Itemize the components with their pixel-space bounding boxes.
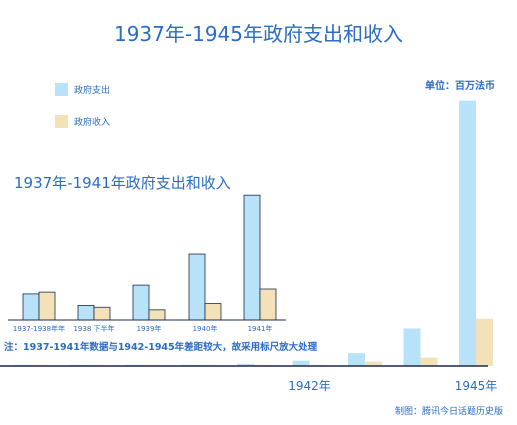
legend-item-expenditure: 政府支出 [55, 82, 110, 96]
legend-label-revenue: 政府收入 [74, 117, 111, 128]
inset-x-tick-label-3: 1940年 [193, 324, 218, 333]
inset-bar-revenue-3 [204, 303, 222, 321]
inset-bar-expenditure-1 [77, 305, 95, 321]
inset-bar-revenue-0 [38, 291, 56, 321]
inset-x-tick-label-1: 1938 下半年 [73, 324, 114, 333]
bar-revenue-8 [476, 318, 493, 366]
inset-x-tick-label-4: 1941年 [248, 324, 273, 333]
inset-x-tick-label-0: 1937-1938年年 [13, 324, 65, 333]
inset-x-tick-label-2: 1939年 [137, 324, 162, 333]
bar-expenditure-6 [348, 353, 365, 366]
inset-bar-expenditure-3 [188, 253, 206, 321]
legend: 政府支出 政府收入 [55, 82, 110, 146]
bar-revenue-6 [365, 361, 382, 366]
inset-bar-revenue-1 [93, 306, 111, 321]
legend-swatch-revenue [55, 114, 68, 128]
x-tick-label-8: 1945年 [455, 379, 498, 393]
credit-label: 制图：腾讯今日话题历史版 [394, 407, 503, 417]
inset-chart-title: 1937年-1941年政府支出和收入 [14, 174, 231, 192]
legend-swatch-expenditure [55, 82, 68, 96]
bar-expenditure-8 [459, 100, 476, 366]
inset-bar-expenditure-0 [22, 293, 40, 321]
scale-note: 注：1937-1941年数据与1942-1945年差距较大，故采用标尺放大处理 [4, 342, 318, 353]
legend-label-expenditure: 政府支出 [74, 85, 111, 96]
bar-expenditure-4 [237, 363, 254, 366]
chart-title: 1937年-1945年政府支出和收入 [113, 22, 403, 46]
legend-item-revenue: 政府收入 [55, 114, 110, 128]
bar-expenditure-7 [403, 328, 421, 366]
inset-bar-revenue-2 [148, 309, 166, 321]
x-tick-label-5: 1942年 [288, 379, 331, 393]
unit-label: 单位：百万法币 [425, 81, 495, 92]
inset-bar-revenue-4 [259, 288, 277, 321]
inset-bar-expenditure-2 [132, 284, 150, 321]
inset-bar-expenditure-4 [243, 194, 261, 321]
bar-revenue-7 [420, 357, 438, 366]
bar-expenditure-5 [292, 360, 310, 366]
